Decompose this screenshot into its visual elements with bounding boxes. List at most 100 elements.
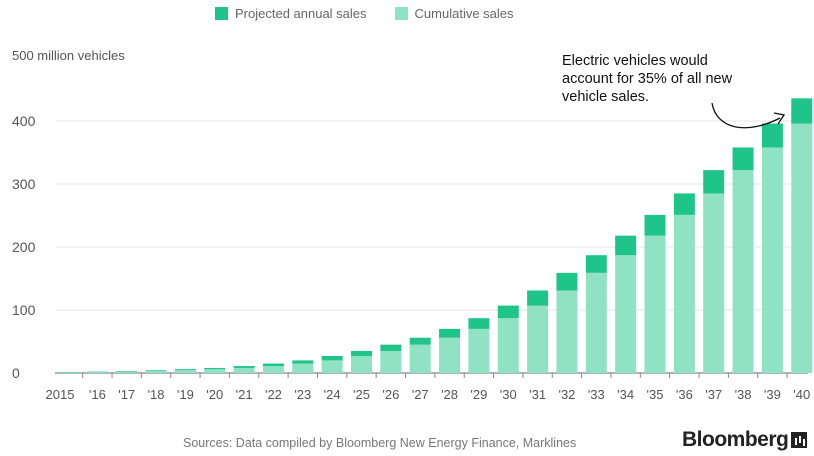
x-tick-label: '25 <box>353 387 370 402</box>
bars <box>57 98 813 374</box>
x-tick-label: '31 <box>529 387 546 402</box>
x-tick-label: '18 <box>148 387 165 402</box>
x-tick-label: 2015 <box>46 387 75 402</box>
bar-cumulative <box>585 272 607 373</box>
bar-annual <box>615 235 637 256</box>
legend-item-cumulative: Cumulative sales <box>394 6 514 21</box>
x-tick-label: '27 <box>412 387 429 402</box>
y-axis-unit-label: 500 million vehicles <box>12 48 125 63</box>
x-tick-label: '26 <box>382 387 399 402</box>
bar-annual <box>233 366 255 368</box>
bar-cumulative <box>673 214 695 373</box>
bar-annual <box>204 367 226 370</box>
y-tick-label: 200 <box>12 239 36 255</box>
bar-cumulative <box>116 371 138 373</box>
x-tick-label: '28 <box>441 387 458 402</box>
legend-swatch-annual <box>215 7 228 20</box>
x-tick-label: '38 <box>735 387 752 402</box>
x-tick-label: '33 <box>588 387 605 402</box>
bar-annual <box>791 98 813 124</box>
bar-cumulative <box>145 371 167 373</box>
chart-annotation: Electric vehicles would account for 35% … <box>562 53 733 105</box>
bar-annual <box>351 350 372 356</box>
brand-text: Bloomberg <box>682 428 789 451</box>
x-tick-label: '23 <box>294 387 311 402</box>
bar-cumulative <box>439 337 461 373</box>
bar-annual <box>703 170 725 194</box>
x-tick-label: '32 <box>558 387 575 402</box>
bar-cumulative <box>292 363 314 373</box>
x-tick-label: '16 <box>89 387 106 402</box>
y-tick-label: 300 <box>12 176 36 192</box>
bar-annual <box>761 123 783 148</box>
bar-cumulative <box>409 344 431 373</box>
bar-cumulative <box>351 355 372 373</box>
bar-annual <box>321 355 343 361</box>
bar-annual <box>262 363 284 367</box>
x-tick-label: '24 <box>324 387 341 402</box>
bar-annual <box>497 305 519 319</box>
bar-cumulative <box>644 235 666 373</box>
bar-cumulative <box>86 372 108 373</box>
bar-annual <box>644 214 666 236</box>
chart-legend: Projected annual sales Cumulative sales <box>215 6 514 21</box>
bar-annual <box>409 337 431 345</box>
x-tick-label: '20 <box>206 387 223 402</box>
x-tick-label: '35 <box>647 387 664 402</box>
bar-annual <box>439 328 461 338</box>
bar-annual <box>673 193 695 215</box>
bar-annual <box>116 371 138 372</box>
bar-cumulative <box>262 366 284 373</box>
x-tick-label: '19 <box>177 387 194 402</box>
bar-annual <box>174 369 196 371</box>
bar-annual <box>527 290 549 306</box>
x-tick-label: '21 <box>236 387 253 402</box>
annotation-arrow <box>711 102 781 129</box>
x-axis-ticks: 2015 '16 '17 '18 '19 '20 '21 '22 '23 '24 '25 '26 '27… <box>46 373 810 402</box>
y-tick-label: 400 <box>12 113 36 129</box>
y-tick-label: 100 <box>12 302 36 318</box>
bloomberg-logo: Bloomberg <box>682 428 808 452</box>
bar-annual <box>145 370 167 372</box>
bar-cumulative <box>527 305 549 373</box>
x-tick-label: '40 <box>793 387 810 402</box>
x-tick-label: '39 <box>764 387 781 402</box>
bar-cumulative <box>556 290 578 373</box>
legend-label-annual: Projected annual sales <box>235 6 367 21</box>
bar-cumulative <box>380 350 402 373</box>
legend-label-cumulative: Cumulative sales <box>414 6 514 21</box>
bar-annual <box>556 272 578 291</box>
bar-annual <box>732 147 754 171</box>
bar-cumulative <box>468 328 490 373</box>
bar-cumulative <box>57 372 79 373</box>
y-tick-label: 0 <box>12 365 20 381</box>
bar-cumulative <box>761 147 783 373</box>
bar-cumulative <box>174 370 196 373</box>
bar-cumulative <box>204 369 226 373</box>
x-tick-label: '17 <box>118 387 135 402</box>
bar-cumulative <box>732 170 754 373</box>
bloomberg-chart-icon <box>791 432 808 448</box>
bar-cumulative <box>615 255 637 373</box>
y-axis-ticks: 0 100 200 300 400 <box>12 113 36 381</box>
bar-annual <box>380 344 402 351</box>
x-tick-label: '29 <box>470 387 487 402</box>
gridlines <box>55 120 808 374</box>
bar-cumulative <box>791 123 813 374</box>
legend-swatch-cumulative <box>394 7 408 20</box>
source-note: Sources: Data compiled by Bloomberg New … <box>183 436 577 450</box>
bar-cumulative <box>321 360 343 373</box>
x-tick-label: '30 <box>500 387 517 402</box>
bar-cumulative <box>703 193 725 373</box>
x-tick-label: '37 <box>705 387 722 402</box>
bar-cumulative <box>233 367 255 373</box>
legend-item-annual: Projected annual sales <box>215 6 367 21</box>
x-tick-label: '36 <box>676 387 693 402</box>
x-tick-label: '22 <box>265 387 282 402</box>
bar-annual <box>292 360 314 364</box>
bar-annual <box>585 255 607 273</box>
x-tick-label: '34 <box>617 387 634 402</box>
bar-cumulative <box>497 318 519 373</box>
annotation-arrowhead <box>773 112 786 125</box>
